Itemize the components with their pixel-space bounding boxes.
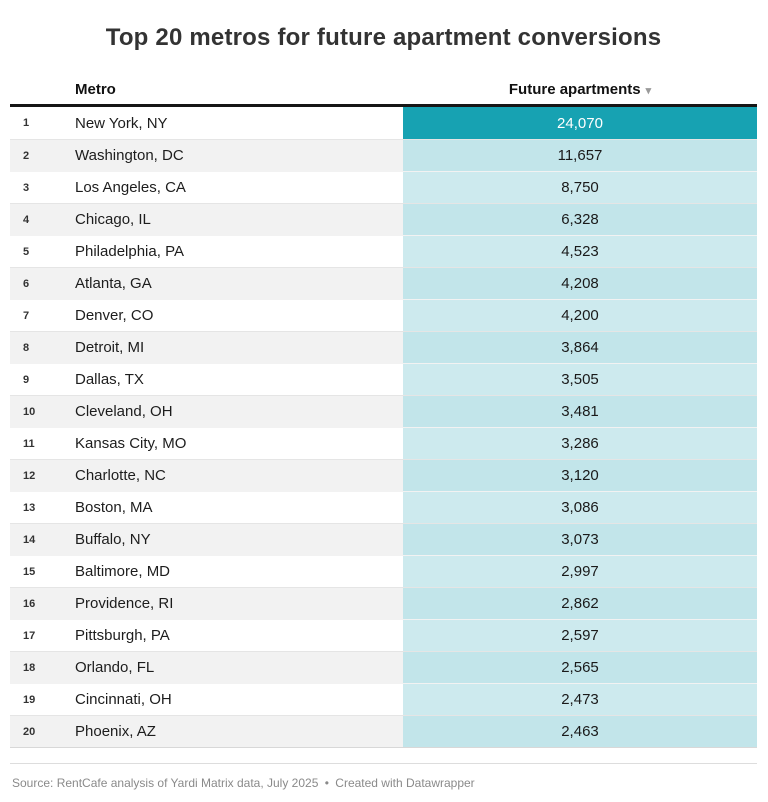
rank-cell: 5 <box>23 245 30 258</box>
value-cell: 3,505 <box>403 364 757 395</box>
table-row: 11 Kansas City, MO 3,286 <box>10 427 757 459</box>
table-row: 15 Baltimore, MD 2,997 <box>10 555 757 587</box>
value-cell: 11,657 <box>403 140 757 171</box>
rank-cell: 16 <box>23 597 36 610</box>
value-cell: 3,864 <box>403 332 757 363</box>
table-row: 6 Atlanta, GA 4,208 <box>10 267 757 299</box>
value-cell: 2,862 <box>403 588 757 619</box>
metro-cell: Phoenix, AZ <box>75 723 156 740</box>
rank-cell: 17 <box>23 629 36 642</box>
table-body: 1 New York, NY 24,070 2 Washington, DC 11,657… <box>10 107 757 748</box>
metro-cell: Dallas, TX <box>75 371 144 388</box>
table-row: 5 Philadelphia, PA 4,523 <box>10 235 757 267</box>
value-cell: 3,073 <box>403 524 757 555</box>
rank-cell: 14 <box>23 533 36 546</box>
metro-cell: Chicago, IL <box>75 211 151 228</box>
rank-cell: 7 <box>23 309 30 322</box>
datawrapper-attribution-link[interactable]: Created with Datawrapper <box>335 776 475 790</box>
table-row: 20 Phoenix, AZ 2,463 <box>10 715 757 747</box>
metro-cell: Buffalo, NY <box>75 531 151 548</box>
table-row: 14 Buffalo, NY 3,073 <box>10 523 757 555</box>
table-row: 17 Pittsburgh, PA 2,597 <box>10 619 757 651</box>
value-cell: 2,565 <box>403 652 757 683</box>
rank-cell: 3 <box>23 181 30 194</box>
value-cell: 3,120 <box>403 460 757 491</box>
rank-cell: 12 <box>23 469 36 482</box>
metro-cell: Pittsburgh, PA <box>75 627 170 644</box>
footer-separator: • <box>324 776 329 790</box>
metro-cell: Denver, CO <box>75 307 154 324</box>
table-row: 10 Cleveland, OH 3,481 <box>10 395 757 427</box>
value-cell: 4,208 <box>403 268 757 299</box>
table-row: 1 New York, NY 24,070 <box>10 107 757 139</box>
rank-cell: 11 <box>23 437 35 450</box>
table-row: 3 Los Angeles, CA 8,750 <box>10 171 757 203</box>
metro-cell: Philadelphia, PA <box>75 243 184 260</box>
value-cell: 2,597 <box>403 620 757 651</box>
table-row: 16 Providence, RI 2,862 <box>10 587 757 619</box>
table-row: 2 Washington, DC 11,657 <box>10 139 757 171</box>
rank-cell: 8 <box>23 341 30 354</box>
table-row: 4 Chicago, IL 6,328 <box>10 203 757 235</box>
metro-cell: Atlanta, GA <box>75 275 152 292</box>
metro-cell: Cleveland, OH <box>75 403 173 420</box>
value-cell: 3,481 <box>403 396 757 427</box>
value-cell: 2,473 <box>403 684 757 715</box>
metro-cell: Washington, DC <box>75 147 184 164</box>
chart-title: Top 20 metros for future apartment conve… <box>105 24 662 51</box>
value-cell: 2,997 <box>403 556 757 587</box>
metro-cell: Los Angeles, CA <box>75 179 186 196</box>
rank-cell: 9 <box>23 373 30 386</box>
metros-table: Metro Future apartments ▾ 1 New York, NY 24… <box>10 74 757 748</box>
metro-cell: Kansas City, MO <box>75 435 187 452</box>
table-row: 7 Denver, CO 4,200 <box>10 299 757 331</box>
value-cell: 8,750 <box>403 172 757 203</box>
value-cell: 2,463 <box>403 716 757 747</box>
rank-cell: 4 <box>23 213 30 226</box>
rank-cell: 1 <box>23 117 30 129</box>
source-text: Source: RentCafe analysis of Yardi Matri… <box>12 776 319 790</box>
value-cell: 4,200 <box>403 300 757 331</box>
value-column-header-label: Future apartments <box>508 80 641 98</box>
value-column-header[interactable]: Future apartments ▾ <box>403 81 757 98</box>
metro-cell: Providence, RI <box>75 595 174 612</box>
metro-cell: Boston, MA <box>75 499 153 516</box>
table-row: 13 Boston, MA 3,086 <box>10 491 757 523</box>
value-cell: 6,328 <box>403 204 757 235</box>
value-cell: 3,286 <box>403 428 757 459</box>
value-cell: 3,086 <box>403 492 757 523</box>
metro-cell: Detroit, MI <box>75 339 145 356</box>
table-row: 18 Orlando, FL 2,565 <box>10 651 757 683</box>
table-header-row: Metro Future apartments ▾ <box>10 74 757 107</box>
metro-cell: Baltimore, MD <box>75 563 171 580</box>
metro-cell: Orlando, FL <box>75 659 155 676</box>
rank-cell: 18 <box>23 661 36 674</box>
table-row: 19 Cincinnati, OH 2,473 <box>10 683 757 715</box>
rank-cell: 2 <box>23 149 30 162</box>
metro-cell: Charlotte, NC <box>75 467 166 484</box>
rank-cell: 6 <box>23 277 30 290</box>
metro-column-header[interactable]: Metro <box>75 80 116 98</box>
table-row: 12 Charlotte, NC 3,120 <box>10 459 757 491</box>
rank-cell: 13 <box>23 501 36 514</box>
metro-cell: Cincinnati, OH <box>75 691 172 708</box>
table-row: 9 Dallas, TX 3,505 <box>10 363 757 395</box>
rank-cell: 10 <box>23 405 36 418</box>
value-cell: 24,070 <box>403 107 757 139</box>
rank-cell: 20 <box>23 725 36 738</box>
rank-cell: 19 <box>23 693 36 706</box>
rank-cell: 15 <box>23 565 36 578</box>
table-row: 8 Detroit, MI 3,864 <box>10 331 757 363</box>
value-cell: 4,523 <box>403 236 757 267</box>
source-note: Source: RentCafe analysis of Yardi Matri… <box>10 763 757 790</box>
sort-descending-icon: ▾ <box>645 84 652 97</box>
metro-cell: New York, NY <box>75 114 168 132</box>
